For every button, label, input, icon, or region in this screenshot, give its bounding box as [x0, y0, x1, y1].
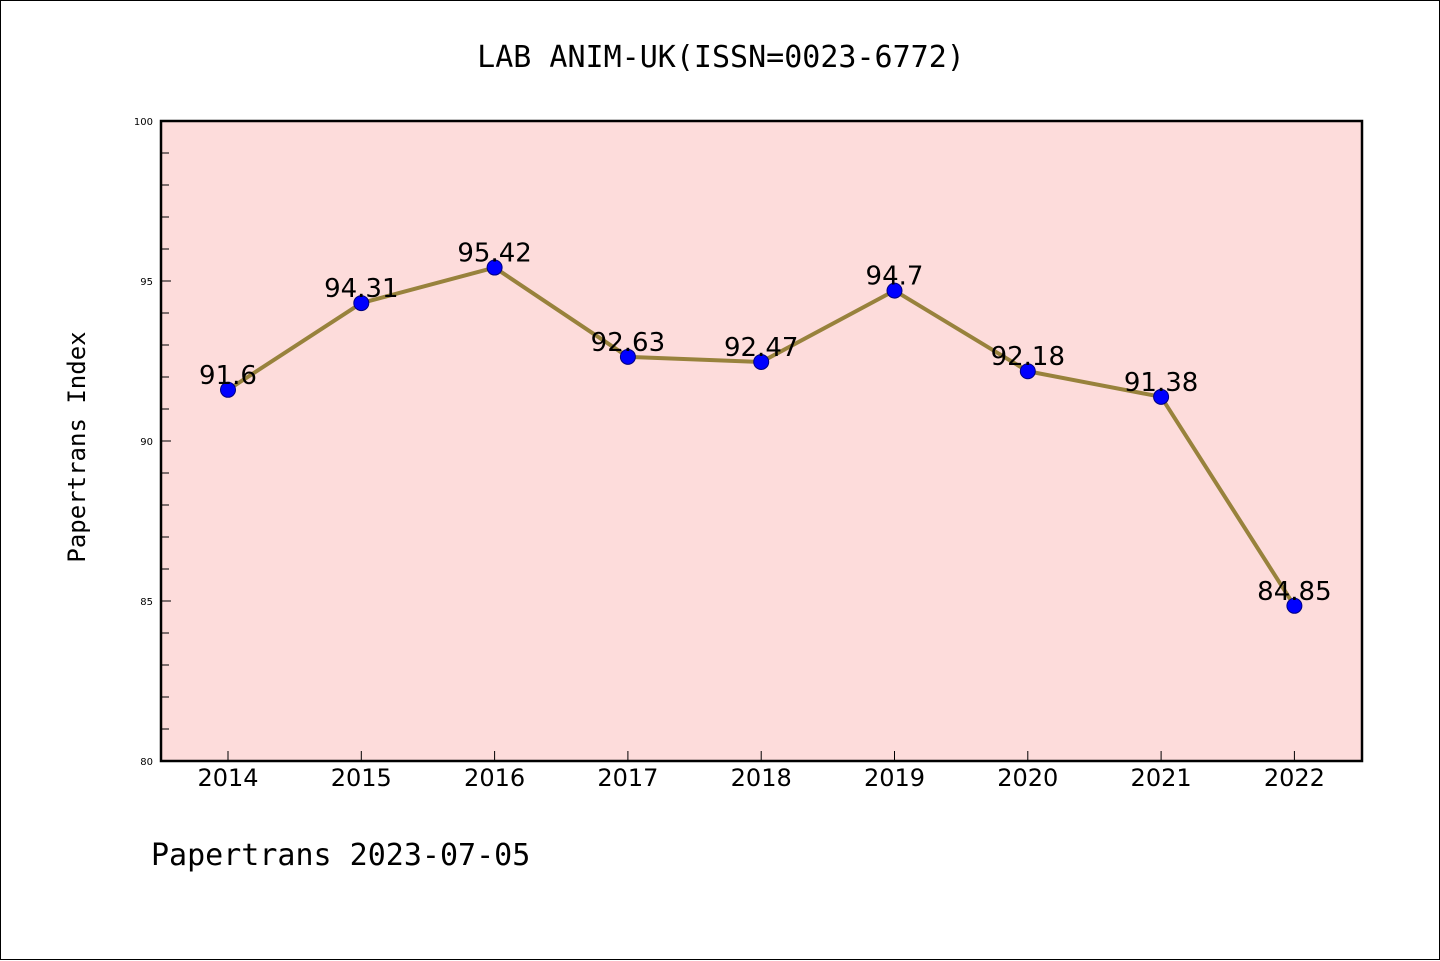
data-point [220, 381, 236, 398]
data-point [1153, 388, 1170, 405]
y-axis-label: Papertrans Index [63, 331, 91, 562]
data-point [353, 295, 370, 312]
x-tick-label: 2019 [864, 764, 925, 792]
data-label: 91.6 [199, 361, 257, 391]
data-label: 92.18 [991, 342, 1065, 372]
x-tick-label: 2017 [597, 764, 658, 792]
data-label: 95.42 [457, 239, 531, 269]
data-markers [220, 259, 1303, 614]
y-tick-label: 95 [140, 277, 153, 288]
x-tick-label: 2021 [1131, 764, 1192, 792]
data-point [1286, 597, 1303, 614]
chart-title: LAB ANIM-UK(ISSN=0023-6772) [477, 40, 965, 75]
y-axis-ticks: 80 85 90 95 100 [134, 117, 171, 768]
x-tick-label: 2015 [331, 764, 392, 792]
plot-border [159, 119, 1364, 763]
data-point [1019, 363, 1036, 380]
data-label: 94.31 [324, 274, 398, 304]
data-point [886, 282, 903, 299]
x-axis-ticks: 2014 2015 2016 2017 2018 2019 2020 2021 2022 [197, 751, 1325, 792]
data-point [486, 259, 503, 276]
data-label: 92.63 [591, 328, 665, 358]
data-labels: 91.6 94.31 95.42 92.63 92.47 94.7 92.18 91.38 84… [199, 239, 1332, 607]
x-tick-label: 2018 [731, 764, 792, 792]
x-tick-label: 2016 [464, 764, 525, 792]
data-point [619, 348, 636, 365]
x-tick-label: 2014 [197, 764, 258, 792]
y-tick-label: 85 [140, 597, 153, 608]
x-tick-label: 2022 [1264, 764, 1325, 792]
footer-date: Papertrans 2023-07-05 [151, 838, 530, 873]
y-tick-label: 100 [134, 117, 153, 128]
x-tick-label: 2020 [997, 764, 1058, 792]
data-label: 84.85 [1257, 577, 1331, 607]
data-label: 94.7 [866, 262, 924, 292]
y-tick-label: 90 [140, 437, 153, 448]
y-tick-label: 80 [140, 757, 153, 768]
data-point [753, 353, 770, 370]
plot-area [161, 121, 1362, 761]
data-label: 92.47 [724, 333, 798, 363]
data-label: 91.38 [1124, 368, 1198, 398]
